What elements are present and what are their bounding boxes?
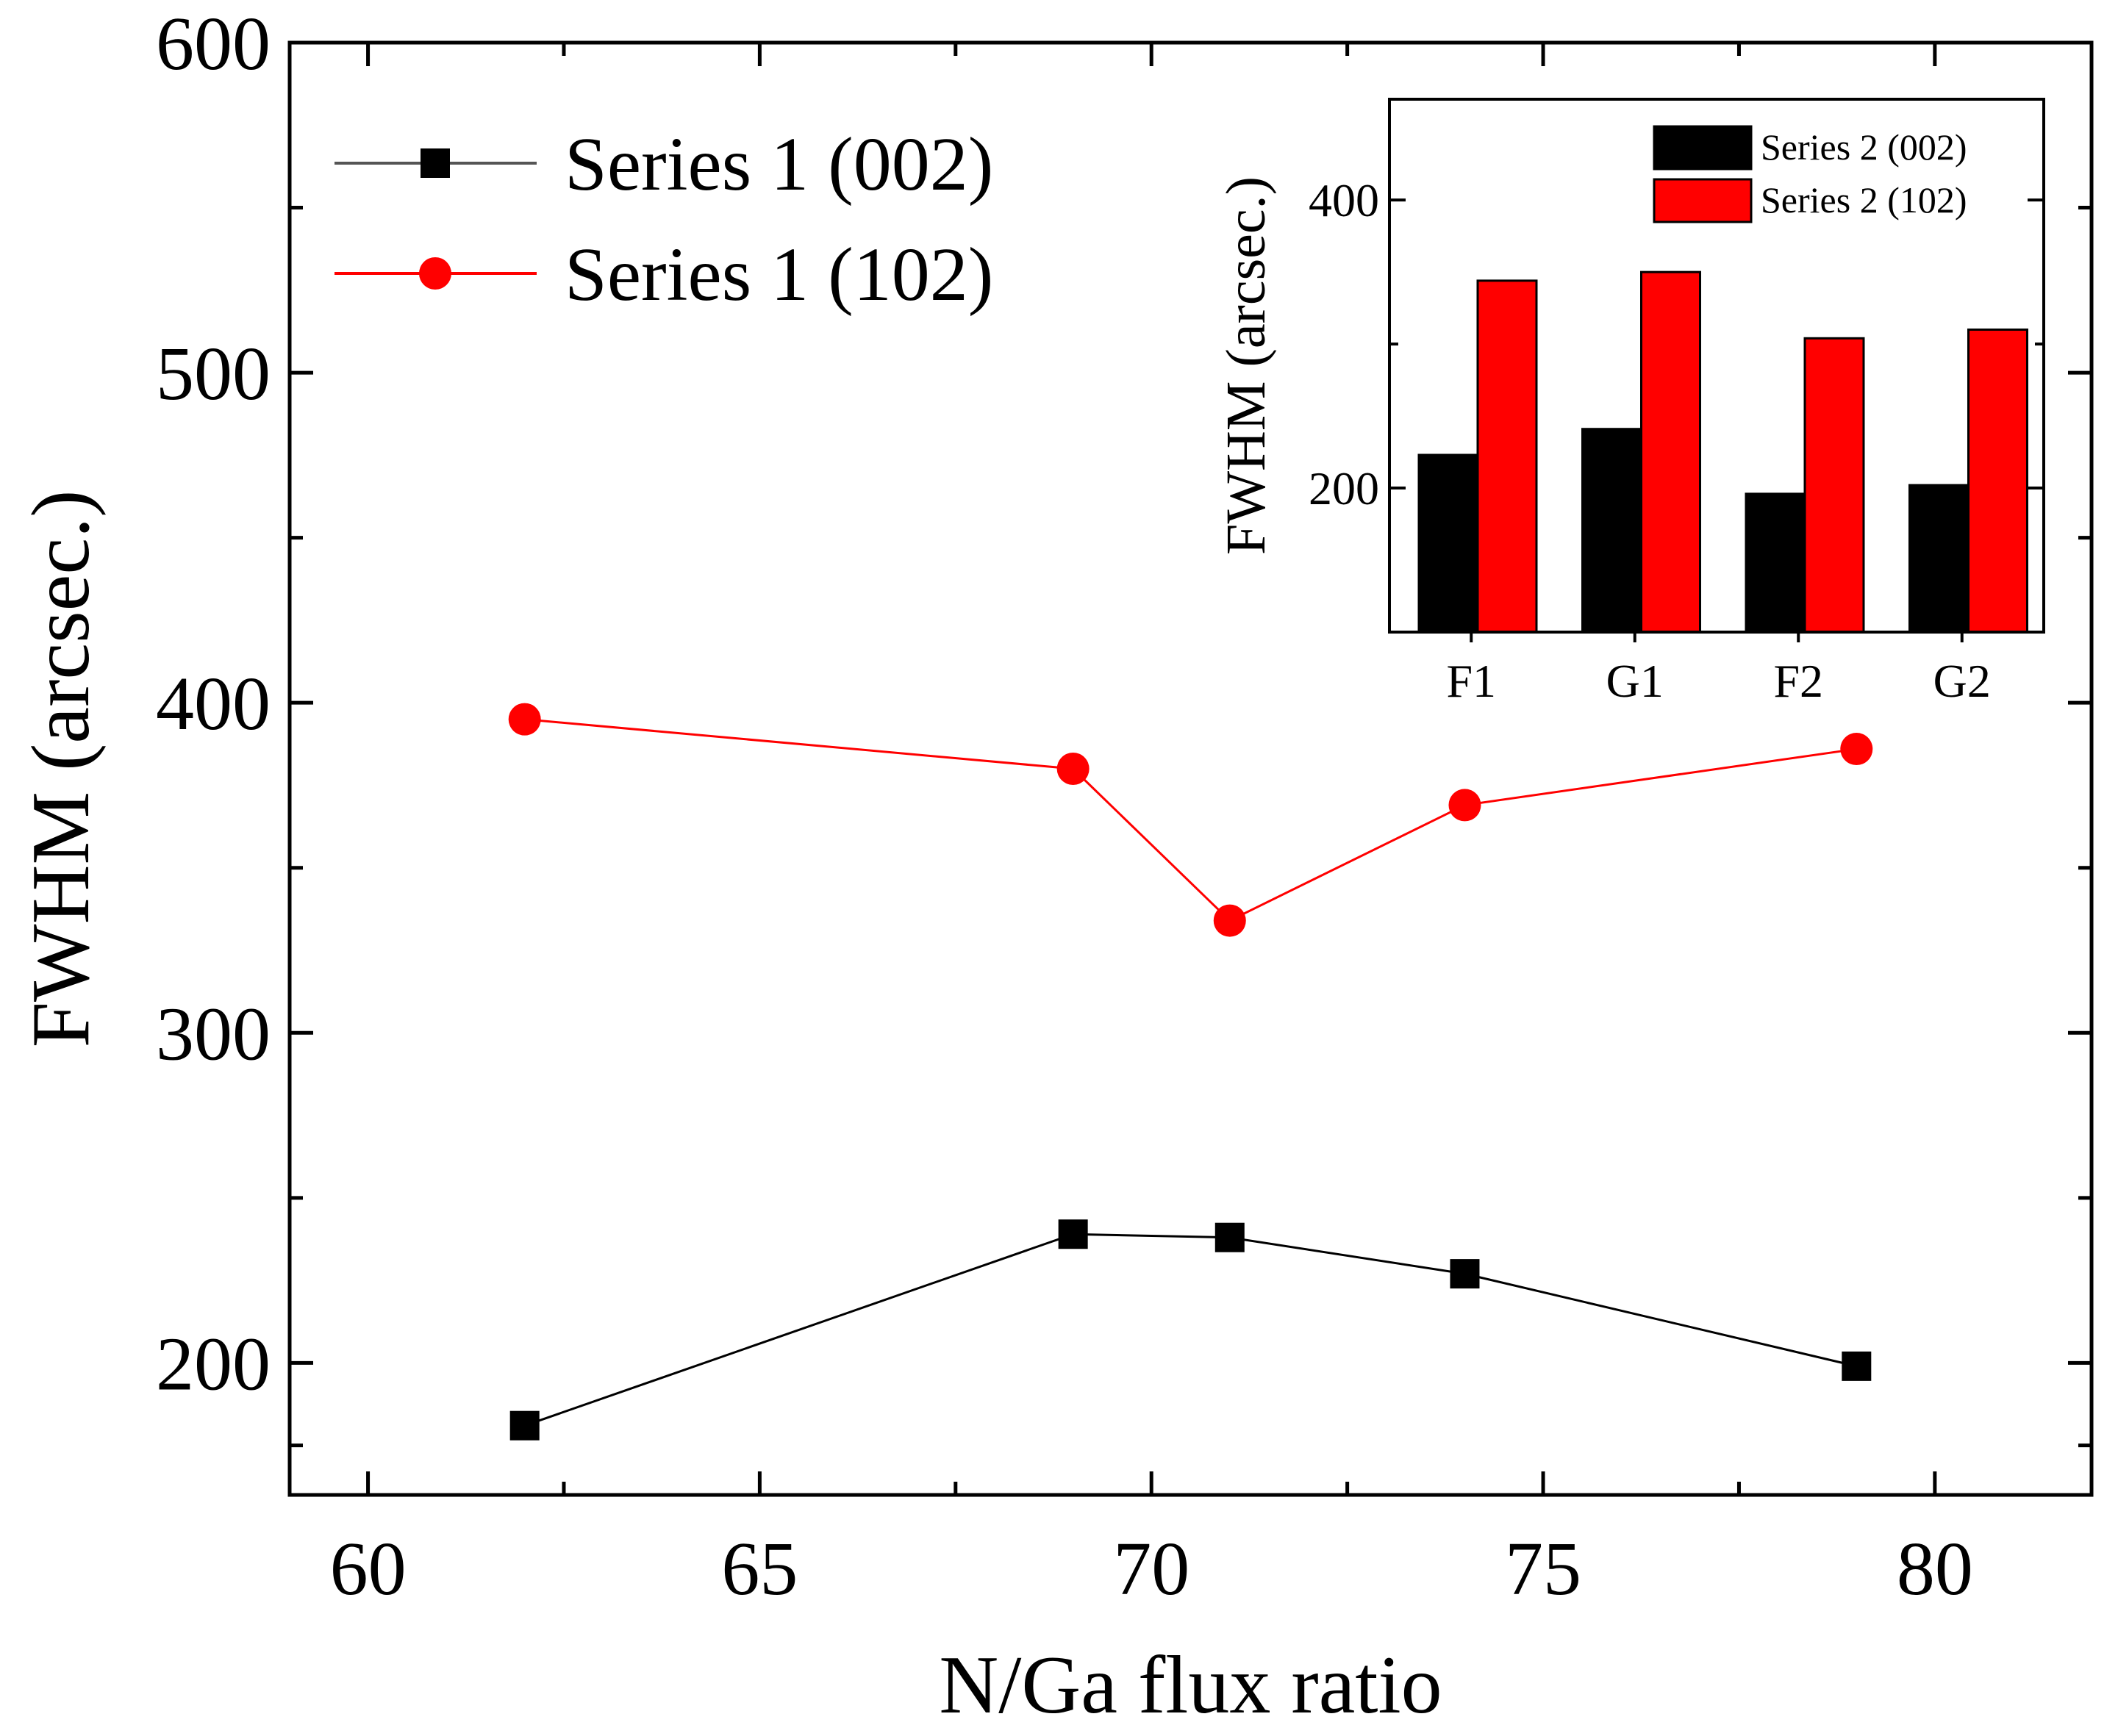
inset-legend: Series 2 (002) Series 2 (102) <box>1653 125 1967 223</box>
main-plot-frame <box>287 40 2094 1497</box>
main-x-axis: 60 65 70 75 80 <box>330 43 1973 1611</box>
inset-legend-label: Series 2 (002) <box>1761 126 1967 168</box>
inset-bar <box>1745 492 1806 634</box>
y-tick-label: 300 <box>156 991 271 1076</box>
legend-label: Series 1 (102) <box>565 232 993 317</box>
inset-bar <box>1417 453 1479 634</box>
inset-bar <box>1908 484 1969 634</box>
y-tick-label: 500 <box>156 331 271 416</box>
inset-x-tick-label: F2 <box>1773 655 1823 707</box>
legend-marker-square <box>421 148 450 178</box>
inset-y-tick-label: 200 <box>1309 462 1379 514</box>
y-tick-label: 400 <box>156 661 271 746</box>
x-axis-title: N/Ga flux ratio <box>939 1640 1442 1731</box>
inset-y-tick-label: 400 <box>1309 174 1379 226</box>
main-plot: 200 300 400 500 600 60 65 70 75 80 N/Ga flux rat… <box>15 1 2094 1731</box>
data-point-circle <box>1213 904 1246 937</box>
data-point-square <box>1058 1219 1088 1249</box>
legend-marker-circle <box>419 257 451 290</box>
data-point-circle <box>1056 753 1090 785</box>
inset-bar <box>1967 329 2028 634</box>
data-point-square <box>1450 1259 1480 1289</box>
inset-legend-swatch <box>1653 125 1753 171</box>
inset-x-tick-label: G1 <box>1606 655 1664 707</box>
inset-bar <box>1476 279 1538 634</box>
data-point-circle <box>1840 733 1873 766</box>
inset-bar <box>1581 428 1642 634</box>
data-point-circle <box>508 703 541 736</box>
main-series-layer <box>508 703 1873 1441</box>
inset-plot-frame <box>1388 98 2045 634</box>
data-point-square <box>1842 1351 1872 1381</box>
inset-bar <box>1803 337 1865 634</box>
inset-legend-label: Series 2 (102) <box>1761 179 1967 220</box>
inset-y-axis: 200 400 <box>1309 174 2044 634</box>
main-y-axis: 200 300 400 500 600 <box>156 1 2092 1448</box>
inset-x-tick-label: G2 <box>1933 655 1991 707</box>
x-tick-label: 70 <box>1113 1527 1189 1611</box>
x-tick-label: 80 <box>1897 1527 1973 1611</box>
inset-y-axis-title: FWHM (arcsec.) <box>1215 176 1277 555</box>
data-point-square <box>1214 1222 1245 1252</box>
x-tick-label: 75 <box>1505 1527 1581 1611</box>
inset-legend-swatch <box>1653 178 1753 223</box>
y-tick-label: 200 <box>156 1321 271 1406</box>
inset-x-tick-label: F1 <box>1446 655 1496 707</box>
data-point-square <box>509 1410 540 1441</box>
inset-x-axis: F1 G1 F2 G2 <box>1446 632 1991 707</box>
y-tick-label: 600 <box>156 1 271 86</box>
data-point-circle <box>1448 789 1481 822</box>
legend-label: Series 1 (002) <box>565 122 993 207</box>
inset-bar <box>1640 270 1701 634</box>
x-tick-label: 65 <box>721 1527 798 1611</box>
main-legend: Series 1 (002) Series 1 (102) <box>334 122 993 317</box>
x-tick-label: 60 <box>330 1527 407 1611</box>
y-axis-title: FWHM (arcsec.) <box>15 490 107 1048</box>
inset-bar-chart: 200 400 F1 G1 F2 G2 FWHM (arcsec.) Series 2 … <box>1215 98 2045 707</box>
inset-bars-layer <box>1417 270 2028 634</box>
